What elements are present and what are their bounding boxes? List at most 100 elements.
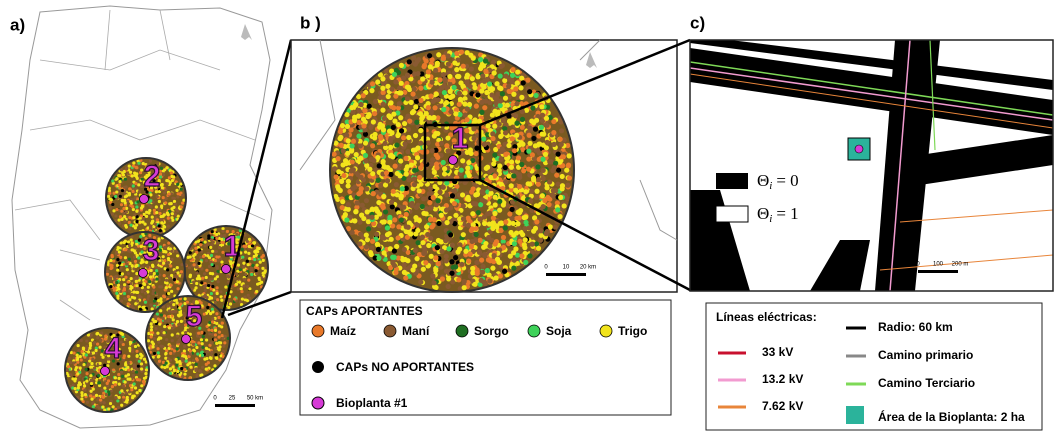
crop-dot: [85, 379, 88, 382]
crop-dot: [122, 396, 125, 399]
crop-dot: [207, 284, 210, 287]
crop-dot: [162, 317, 165, 320]
crop-dot: [150, 325, 153, 328]
crop-dot: [120, 389, 123, 392]
crop-dot: [176, 183, 179, 186]
crop-dot: [357, 220, 362, 225]
crop-dot: [127, 240, 130, 243]
crop-dot: [522, 226, 527, 231]
crop-dot: [135, 284, 138, 287]
crop-dot: [170, 207, 173, 210]
crop-dot: [402, 262, 407, 267]
crop-dot: [447, 74, 452, 79]
crop-dot: [224, 285, 227, 288]
crop-dot: [440, 276, 445, 281]
crop-dot: [481, 280, 486, 285]
crop-dot: [126, 268, 129, 271]
crop-dot: [388, 172, 393, 177]
crop-dot: [211, 317, 214, 320]
crop-dot: [167, 225, 170, 228]
crop-dot: [109, 264, 112, 267]
crop-dot: [410, 91, 415, 96]
crop-dot: [156, 195, 159, 198]
crop-dot: [194, 247, 197, 250]
crop-dot: [121, 199, 124, 202]
crop-dot: [536, 177, 541, 182]
crop-dot: [204, 240, 207, 243]
legend-swatch: [312, 325, 324, 337]
crop-dot: [153, 337, 156, 340]
legend-swatch: [528, 325, 540, 337]
crop-dot: [138, 190, 141, 193]
crop-dot: [80, 358, 83, 361]
crop-dot: [205, 367, 208, 370]
crop-dot: [110, 198, 113, 201]
crop-dot: [210, 254, 213, 257]
crop-dot: [206, 242, 209, 245]
crop-dot: [350, 186, 355, 191]
crop-dot: [378, 183, 383, 188]
crop-dot: [171, 333, 174, 336]
crop-dot: [167, 292, 170, 295]
crop-dot: [93, 367, 96, 370]
crop-dot: [172, 345, 175, 348]
crop-dot: [72, 361, 75, 364]
crop-dot: [377, 211, 382, 216]
crop-dot: [135, 220, 138, 223]
crop-dot: [147, 286, 150, 289]
crop-dot: [389, 87, 394, 92]
crop-dot: [117, 377, 120, 380]
crop-dot: [469, 244, 474, 249]
legend-label: Bioplanta #1: [336, 396, 408, 410]
crop-dot: [498, 98, 503, 103]
crop-dot: [430, 80, 435, 85]
legend-swatch: [846, 406, 864, 424]
crop-dot: [494, 239, 499, 244]
crop-dot: [426, 105, 431, 110]
crop-dot: [424, 224, 429, 229]
crop-dot: [127, 281, 130, 284]
crop-dot: [450, 193, 455, 198]
crop-dot: [163, 325, 166, 328]
crop-dot: [234, 277, 237, 280]
theta-label: Θi= 1: [757, 204, 799, 225]
crop-dot: [158, 224, 161, 227]
crop-dot: [132, 164, 135, 167]
crop-dot: [134, 260, 137, 263]
crop-dot: [119, 195, 122, 198]
crop-dot: [555, 207, 560, 212]
crop-dot: [444, 220, 449, 225]
scale-label: 50 km: [247, 396, 263, 402]
crop-dot: [461, 203, 466, 208]
crop-dot: [388, 153, 393, 158]
crop-dot: [202, 255, 205, 258]
crop-dot: [175, 363, 178, 366]
crop-dot: [133, 213, 136, 216]
crop-dot: [358, 156, 363, 161]
crop-dot: [415, 155, 420, 160]
crop-dot: [156, 272, 159, 275]
crop-dot: [243, 278, 246, 281]
crop-dot: [114, 396, 117, 399]
crop-dot: [163, 168, 166, 171]
crop-dot: [544, 185, 549, 190]
crop-dot: [127, 355, 130, 358]
crop-dot: [396, 224, 401, 229]
crop-dot: [176, 320, 179, 323]
crop-dot: [160, 218, 163, 221]
crop-dot: [164, 188, 167, 191]
crop-dot: [340, 199, 345, 204]
crop-dot: [369, 215, 374, 220]
crop-dot: [363, 153, 368, 158]
crop-dot: [521, 80, 526, 85]
crop-dot: [376, 200, 381, 205]
crop-dot: [339, 179, 344, 184]
crop-dot: [509, 183, 514, 188]
crop-dot: [548, 224, 553, 229]
crop-dot: [166, 211, 169, 214]
crop-dot: [502, 78, 507, 83]
crop-dot: [218, 246, 221, 249]
crop-dot: [173, 278, 176, 281]
crop-dot: [182, 354, 185, 357]
crop-dot: [431, 99, 436, 104]
